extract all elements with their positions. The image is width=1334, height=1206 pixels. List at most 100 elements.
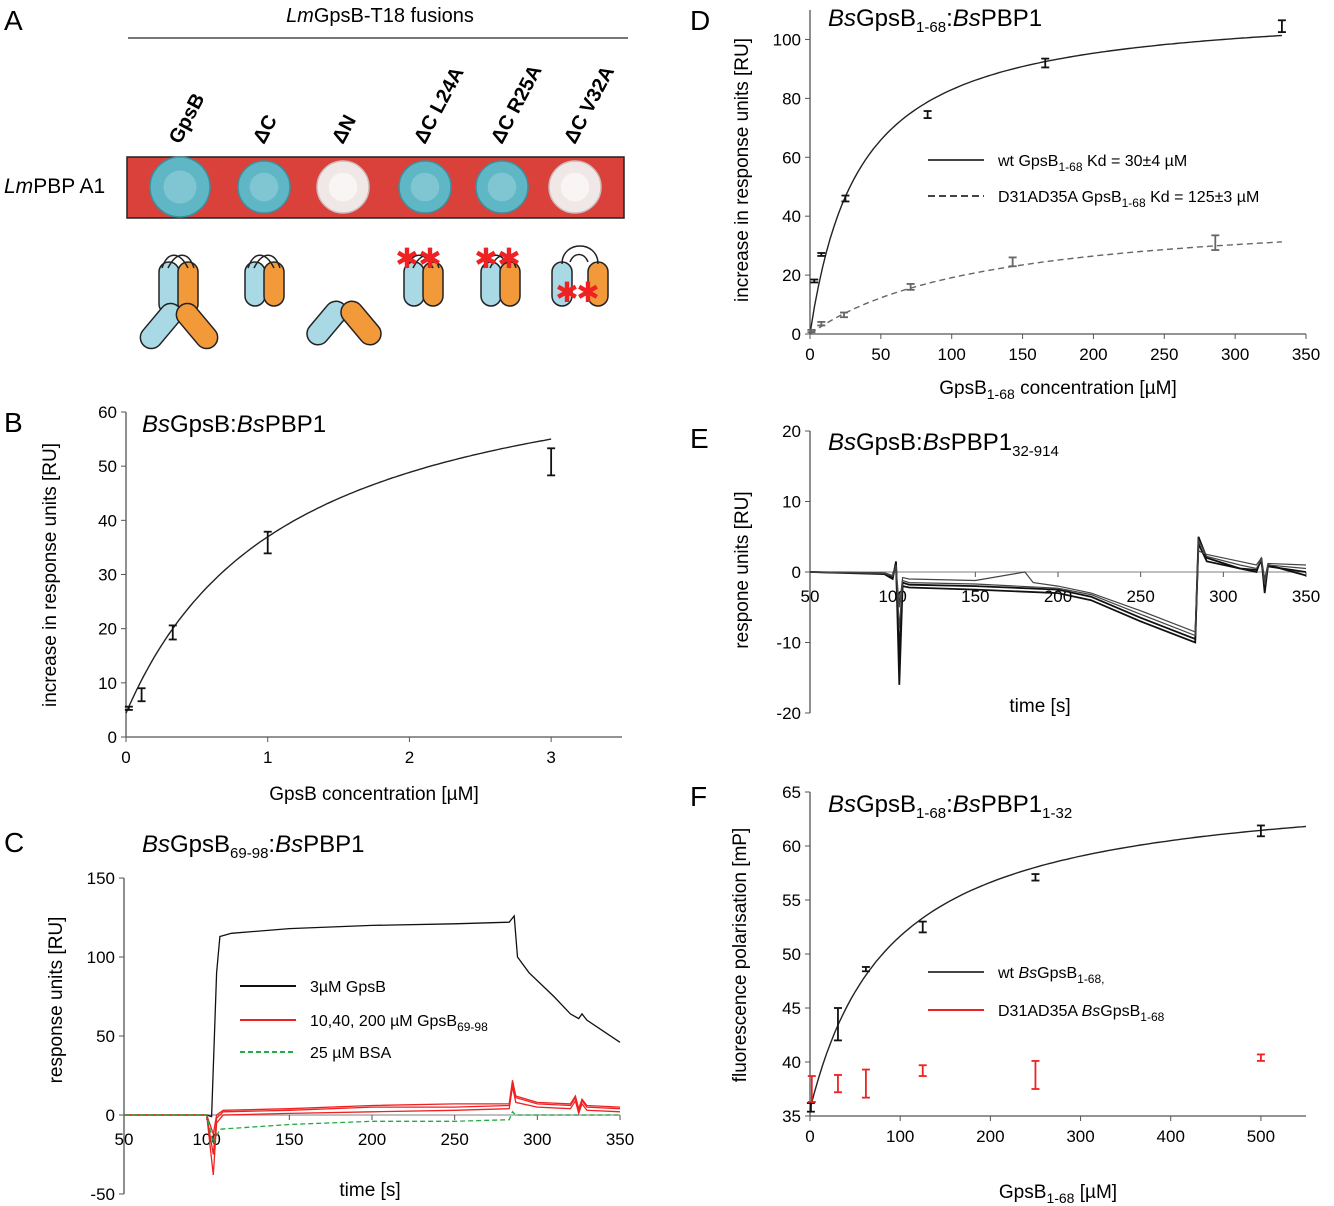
y-axis-label: fluorescence polarisation [mP]: [730, 828, 751, 1083]
column-label: ΔC: [249, 112, 282, 148]
y-tick-label: 10: [98, 674, 117, 693]
title-part: Bs: [828, 791, 856, 818]
panel-letter-f: F: [690, 781, 707, 812]
x-tick-label: 150: [275, 1130, 303, 1149]
title-part: :: [946, 5, 953, 32]
x-tick-label: 350: [606, 1130, 634, 1149]
panel-a-header: LmGpsB-T18 fusions: [286, 5, 474, 27]
x-tick-label: 50: [801, 587, 820, 606]
x-tick-label: 150: [1008, 345, 1036, 364]
panel-b-chart: B 0 10 20 30 40 50 60 0 1 2 3 increase in response u…: [4, 403, 622, 805]
fit-curve: [809, 825, 1307, 1110]
x-axis-label: GpsB concentration [µM]: [269, 784, 478, 805]
y-tick-label: 100: [773, 30, 801, 49]
panel-a-domain-cartoons: ✱ ✱ ✱ ✱✱✱: [139, 243, 609, 350]
x-axis-label: time [s]: [1009, 696, 1070, 717]
colony-highlight: [410, 172, 440, 202]
x-tick-label: 300: [1209, 587, 1237, 606]
y-tick-label: 0: [106, 1106, 115, 1125]
column-label: ΔC L24A: [410, 63, 469, 147]
y-axis-label: response units [RU]: [46, 917, 67, 1084]
y-tick-label: 0: [792, 563, 801, 582]
x-tick-label: 0: [121, 748, 130, 767]
chart-title: BsGpsB1-68:BsPBP1: [828, 5, 1042, 36]
legend-subscript: 1-68: [1122, 196, 1146, 210]
y-tick-label: 10: [782, 493, 801, 512]
legend-text: D31AD35A: [998, 1003, 1082, 1020]
x-tick-label: 300: [1221, 345, 1249, 364]
y-tick-label: 55: [782, 891, 801, 910]
series-line: [124, 914, 621, 1118]
y-tick-label: 20: [98, 620, 117, 639]
y-tick-label: -20: [776, 704, 801, 723]
title-part: 32-914: [1012, 443, 1059, 460]
title-part: :: [946, 791, 953, 818]
legend-kd: Kd = 125±3 µM: [1146, 189, 1260, 206]
y-tick-label: 50: [96, 1027, 115, 1046]
panel-letter-b: B: [4, 407, 23, 438]
title-part: GpsB: [170, 831, 230, 858]
title-part: Bs: [953, 5, 981, 32]
x-tick-label: 1: [263, 748, 272, 767]
title-part: GpsB: [856, 791, 916, 818]
x-label-sub: 1-68: [1046, 1190, 1074, 1206]
x-tick-label: 200: [358, 1130, 386, 1149]
x-tick-label: 150: [961, 587, 989, 606]
legend-kd: Kd = 30±4 µM: [1083, 153, 1188, 170]
colony-highlight: [487, 172, 517, 202]
y-axis-label: respone units [RU]: [732, 491, 753, 648]
x-tick-label: 100: [886, 1127, 914, 1146]
x-tick-label: 250: [1126, 587, 1154, 606]
splayed-coil-shape: [561, 245, 599, 265]
mutation-star-icon: ✱: [576, 277, 599, 308]
x-tick-label: 250: [440, 1130, 468, 1149]
y-tick-label: 20: [782, 266, 801, 285]
y-axis-label: increase in response units [RU]: [40, 443, 61, 707]
y-tick-label: 30: [98, 566, 117, 585]
mutation-star-icon: ✱: [497, 243, 520, 274]
legend-italic: Bs: [1082, 1003, 1101, 1020]
legend-label: D31AD35A GpsB1-68 Kd = 125±3 µM: [998, 189, 1259, 210]
panel-letter-d: D: [690, 5, 710, 36]
legend-label: 25 µM BSA: [310, 1045, 392, 1062]
colony-highlight: [163, 170, 197, 204]
y-tick-label: 150: [87, 869, 115, 888]
title-part: Bs: [953, 791, 981, 818]
panel-a-row-label: LmPBP A1: [4, 175, 105, 198]
legend-italic: Bs: [1018, 965, 1037, 982]
panel-d-chart: D 0 20 40 60 80 100 0 50 100 150 200 250 300 350 increa…: [690, 5, 1320, 402]
x-label-sub: 1-68: [987, 386, 1015, 402]
legend-text2: GpsB: [1100, 1003, 1140, 1020]
column-label: ΔC R25A: [487, 62, 547, 148]
cyan-helix-shape: [306, 300, 348, 346]
x-tick-label: 2: [405, 748, 414, 767]
fit-curve: [810, 34, 1282, 330]
chart-title: BsGpsB1-68:BsPBP11-32: [828, 791, 1072, 822]
y-tick-label: 65: [782, 783, 801, 802]
title-part: Bs: [237, 411, 265, 438]
title-part: PBP1: [981, 791, 1042, 818]
orange-helix-shape: [422, 261, 444, 307]
y-tick-label: 0: [792, 325, 801, 344]
title-part: Bs: [923, 429, 951, 456]
x-tick-label: 300: [1066, 1127, 1094, 1146]
y-tick-label: 40: [98, 511, 117, 530]
series-line: [809, 550, 1307, 633]
title-part: GpsB: [856, 5, 916, 32]
orange-helix-shape: [499, 261, 521, 307]
chart-title: BsGpsB:BsPBP1: [142, 411, 326, 438]
x-tick-label: 100: [938, 345, 966, 364]
coiled-coil-knot: [406, 254, 440, 269]
y-tick-label: 40: [782, 207, 801, 226]
x-tick-label: 50: [115, 1130, 134, 1149]
title-part: 69-98: [230, 845, 268, 862]
legend-subscript: 1-68: [1140, 1010, 1164, 1024]
mutation-star-icon: ✱: [555, 277, 578, 308]
fit-curve: [125, 438, 552, 714]
legend-subscript: 69-98: [457, 1020, 488, 1034]
panel-a-header-rest: GpsB-T18 fusions: [314, 5, 474, 27]
x-tick-label: 50: [871, 345, 890, 364]
title-part: Bs: [828, 429, 856, 456]
